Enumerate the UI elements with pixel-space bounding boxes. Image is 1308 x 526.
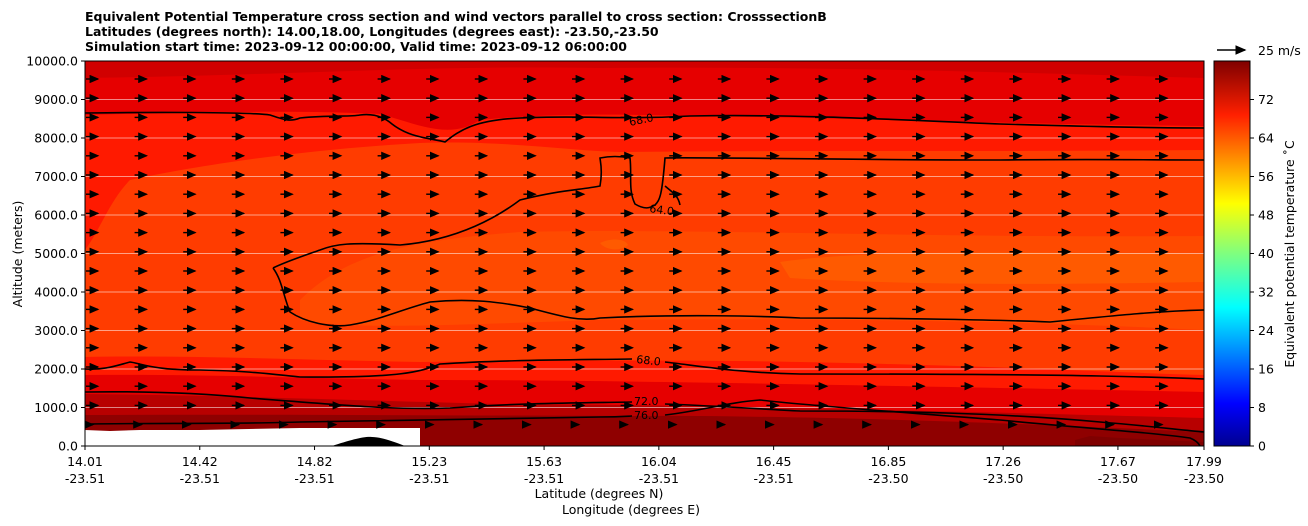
x-tick-label-lon: -23.50	[1184, 471, 1224, 486]
contour-label-68-lower: 68.0	[636, 353, 662, 368]
colorbar: 0 8 16 24 32 40 48 56 64 72 Equivalent potential …	[1213, 60, 1297, 454]
contour-label-76: 76.0	[634, 409, 659, 422]
y-tick-label: 5000.0	[34, 246, 78, 261]
x-tick-label-lat: 16.04	[641, 454, 677, 469]
y-tick-label: 8000.0	[34, 131, 78, 146]
contour-72	[85, 390, 1204, 433]
contour-label-68-upper: 68.0	[628, 111, 655, 129]
contour-64-lower	[272, 267, 1204, 327]
x-tick-label-lat: 16.85	[870, 454, 906, 469]
chart-title-line-3: Simulation start time: 2023-09-12 00:00:…	[85, 39, 627, 54]
x-tick-label-lat: 16.45	[756, 454, 792, 469]
contour-label-72: 72.0	[634, 395, 659, 408]
x-tick-label-lat: 14.42	[182, 454, 218, 469]
wind-key: 25 m/s	[1217, 43, 1301, 58]
x-tick-label-lat: 14.82	[297, 454, 333, 469]
colorbar-tick-label: 48	[1258, 208, 1274, 223]
contour-lines	[85, 111, 1204, 446]
x-tick-label-lon: -23.51	[409, 471, 449, 486]
x-tick-label-lon: -23.51	[294, 471, 334, 486]
contour-labels: 68.0 64.0 68.0 72.0 76.0	[628, 111, 675, 422]
x-tick-label-lon: -23.51	[65, 471, 105, 486]
x-tick-label-lat: 15.63	[526, 454, 562, 469]
chart-title-line-1: Equivalent Potential Temperature cross s…	[85, 9, 827, 24]
y-tick-label: 4000.0	[34, 285, 78, 300]
contour-76	[85, 399, 1201, 446]
x-tick-label-lon: -23.51	[753, 471, 793, 486]
contour-64	[272, 155, 1204, 269]
y-tick-label: 2000.0	[34, 362, 78, 377]
y-tick-label: 0.0	[58, 439, 78, 454]
contour-68-upper	[85, 111, 1204, 143]
colorbar-gradient	[1213, 60, 1251, 447]
y-tick-label: 9000.0	[34, 92, 78, 107]
y-axis: 0.0 1000.0 2000.0 3000.0 4000.0 5000.0 6000.0 7…	[26, 54, 85, 454]
x-tick-label-lat: 17.67	[1100, 454, 1136, 469]
colorbar-tick-label: 56	[1258, 169, 1274, 184]
y-axis-label: Altitude (meters)	[10, 201, 25, 308]
x-axis: 14.01 -23.51 14.42 -23.51 14.82 -23.51 15.23 -2…	[65, 446, 1224, 486]
wind-vectors	[85, 74, 1169, 429]
x-tick-label-lon: -23.51	[524, 471, 564, 486]
contour-68-lower	[85, 358, 1204, 380]
x-tick-label-lat: 14.01	[67, 454, 103, 469]
x-axis-label-longitude: Longitude (degrees E)	[562, 502, 700, 517]
x-tick-label-lat: 15.23	[411, 454, 447, 469]
x-tick-label-lon: -23.51	[639, 471, 679, 486]
y-tick-label: 10000.0	[26, 54, 78, 69]
chart-title-line-2: Latitudes (degrees north): 14.00,18.00, …	[85, 24, 659, 39]
x-tick-label-lon: -23.50	[868, 471, 908, 486]
x-tick-label-lat: 17.26	[985, 454, 1021, 469]
colorbar-label: Equivalent potential temperature ˚C	[1282, 140, 1297, 368]
colorbar-tick-label: 32	[1258, 285, 1274, 300]
colorbar-tick-label: 16	[1258, 362, 1274, 377]
y-tick-label: 3000.0	[34, 323, 78, 338]
colorbar-tick-label: 8	[1258, 400, 1266, 415]
x-tick-label-lon: -23.50	[983, 471, 1023, 486]
colorbar-tick-label: 64	[1258, 131, 1274, 146]
y-tick-label: 6000.0	[34, 208, 78, 223]
colorbar-tick-label: 24	[1258, 323, 1274, 338]
y-tick-label: 7000.0	[34, 169, 78, 184]
colorbar-tick-label: 40	[1258, 246, 1274, 261]
x-tick-label-lon: -23.51	[180, 471, 220, 486]
colorbar-ticks: 0 8 16 24 32 40 48 56 64 72	[1250, 92, 1274, 454]
x-tick-label-lon: -23.50	[1098, 471, 1138, 486]
colorbar-tick-label: 0	[1258, 439, 1266, 454]
x-axis-label-latitude: Latitude (degrees N)	[535, 486, 664, 501]
colorbar-tick-label: 72	[1258, 92, 1274, 107]
wind-key-label: 25 m/s	[1258, 43, 1301, 58]
y-tick-label: 1000.0	[34, 400, 78, 415]
x-tick-label-lat: 17.99	[1186, 454, 1222, 469]
contour-label-64: 64.0	[649, 202, 675, 218]
